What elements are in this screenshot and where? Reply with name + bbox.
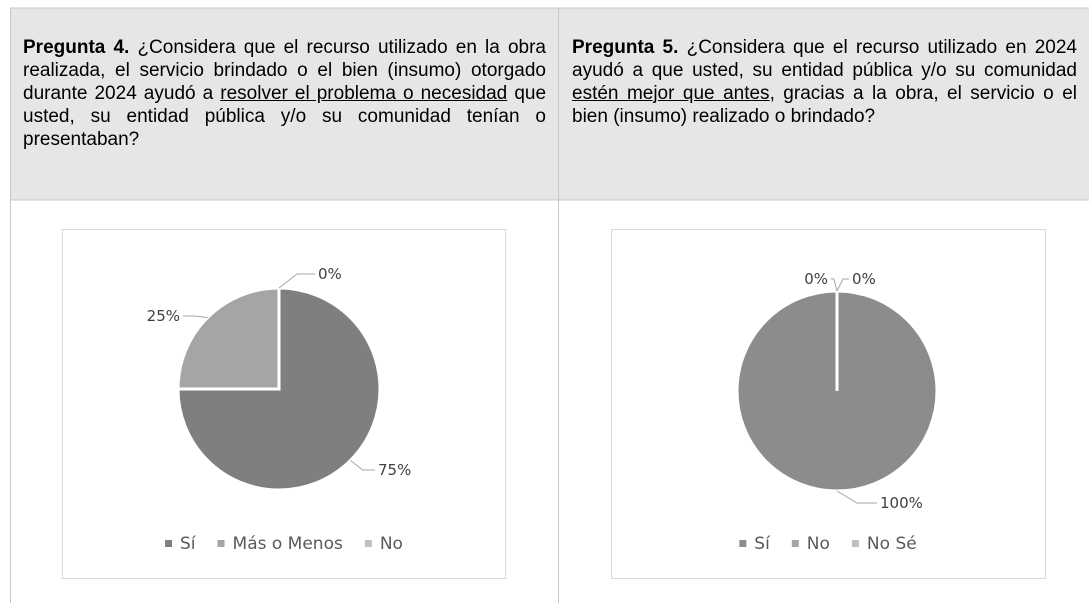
pie-slice (176, 286, 281, 391)
data-label: 0% (804, 270, 828, 288)
legend-label: Más o Menos (233, 534, 343, 554)
data-label: 75% (378, 461, 411, 479)
question-label: Pregunta 5. (572, 37, 679, 58)
legend-label: No (380, 534, 403, 554)
leader-line (278, 273, 315, 289)
question-cell: Pregunta 4. ¿Considera que el recurso ut… (10, 8, 558, 200)
question-underline: estén mejor que antes (572, 83, 770, 104)
question-text: ¿Considera que el recurso utilizado en 2… (572, 37, 1077, 81)
legend-swatch (851, 540, 859, 547)
legend-swatch (364, 540, 372, 547)
legend-label: No (807, 534, 830, 554)
question-label: Pregunta 4. (23, 37, 130, 58)
question-cell: Pregunta 5. ¿Considera que el recurso ut… (559, 8, 1089, 200)
legend-swatch (739, 540, 747, 547)
legend-label: Sí (180, 534, 197, 554)
legend-swatch (217, 540, 225, 547)
legend-label: Sí (754, 534, 771, 554)
question-text: que usted, su entidad pública y/o su com… (23, 83, 547, 150)
question-underline: resolver el problema o necesidad (220, 83, 508, 104)
leader-line (183, 315, 208, 319)
data-label: 0% (318, 265, 342, 283)
data-label: 25% (147, 307, 180, 325)
legend-swatch (791, 540, 799, 547)
legend-swatch (165, 540, 173, 547)
leader-line (831, 278, 838, 292)
question-text: , gracias a la obra, el servicio o el bi… (572, 83, 1077, 127)
leader-line (350, 460, 375, 471)
data-label: 100% (880, 494, 923, 512)
question-text: ¿Considera que el recurso utilizado en l… (23, 37, 546, 104)
legend-label: No Sé (867, 534, 917, 554)
leader-line (836, 278, 849, 292)
data-label: 0% (852, 270, 876, 288)
leader-line (836, 490, 877, 504)
